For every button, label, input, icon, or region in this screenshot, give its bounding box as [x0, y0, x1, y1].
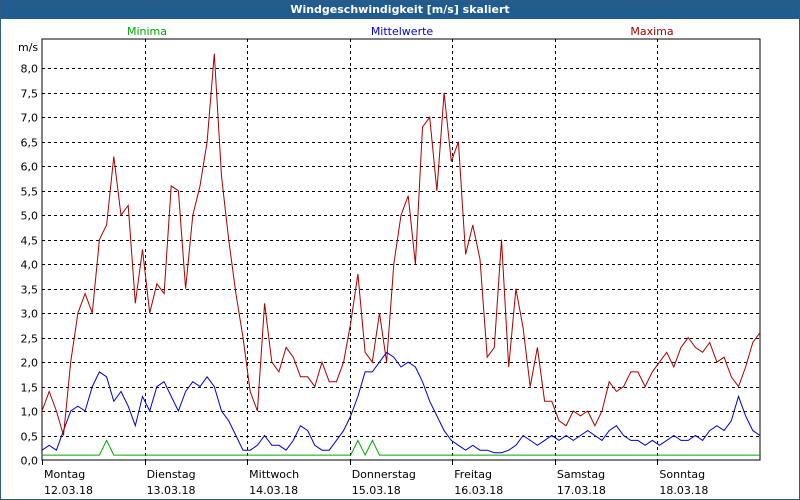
- y-tick-label: 5,5: [21, 186, 39, 199]
- y-tick-label: 3,0: [21, 308, 39, 321]
- x-tick-date-label: 16.03.18: [454, 484, 503, 497]
- window-title: Windgeschwindigkeit [m/s] skaliert: [1, 1, 799, 19]
- y-tick-label: 7,5: [21, 88, 39, 101]
- legend-item-mittelwerte: Mittelwerte: [371, 25, 434, 38]
- x-tick-date-label: 13.03.18: [147, 484, 196, 497]
- series-line-maxima: [41, 53, 761, 436]
- y-tick-label: 4,0: [21, 259, 39, 272]
- y-tick-label: 1,0: [21, 406, 39, 419]
- plot-area: [41, 38, 761, 461]
- y-tick-label: 0,0: [21, 455, 39, 468]
- x-tick-day-label: Sonntag: [659, 468, 705, 481]
- y-axis-label: m/s: [18, 41, 38, 54]
- y-tick-label: 2,5: [21, 333, 39, 346]
- y-tick-label: 6,5: [21, 137, 39, 150]
- y-tick-label: 5,0: [21, 210, 39, 223]
- x-tick-date-label: 17.03.18: [557, 484, 606, 497]
- series-line-mittelwerte: [41, 351, 761, 454]
- y-tick-label: 4,5: [21, 235, 39, 248]
- legend-item-minima: Minima: [127, 25, 167, 38]
- y-tick-label: 0,5: [21, 431, 39, 444]
- x-tick-day-label: Mittwoch: [249, 468, 299, 481]
- y-tick-label: 7,0: [21, 112, 39, 125]
- legend-item-maxima: Maxima: [630, 25, 673, 38]
- y-tick-label: 6,0: [21, 161, 39, 174]
- x-tick-date-label: 18.03.18: [659, 484, 708, 497]
- x-tick-day-label: Donnerstag: [352, 468, 416, 481]
- x-tick-day-label: Dienstag: [147, 468, 196, 481]
- y-tick-label: 8,0: [21, 63, 39, 76]
- y-tick-label: 1,5: [21, 382, 39, 395]
- x-tick-day-label: Samstag: [557, 468, 605, 481]
- y-tick-label: 2,0: [21, 357, 39, 370]
- y-tick-label: 3,5: [21, 284, 39, 297]
- x-tick-day-label: Freitag: [454, 468, 492, 481]
- x-tick-date-label: 15.03.18: [352, 484, 401, 497]
- x-tick-date-label: 12.03.18: [44, 484, 93, 497]
- x-tick-day-label: Montag: [44, 468, 85, 481]
- series-line-minima: [42, 439, 760, 457]
- x-tick-date-label: 14.03.18: [249, 484, 298, 497]
